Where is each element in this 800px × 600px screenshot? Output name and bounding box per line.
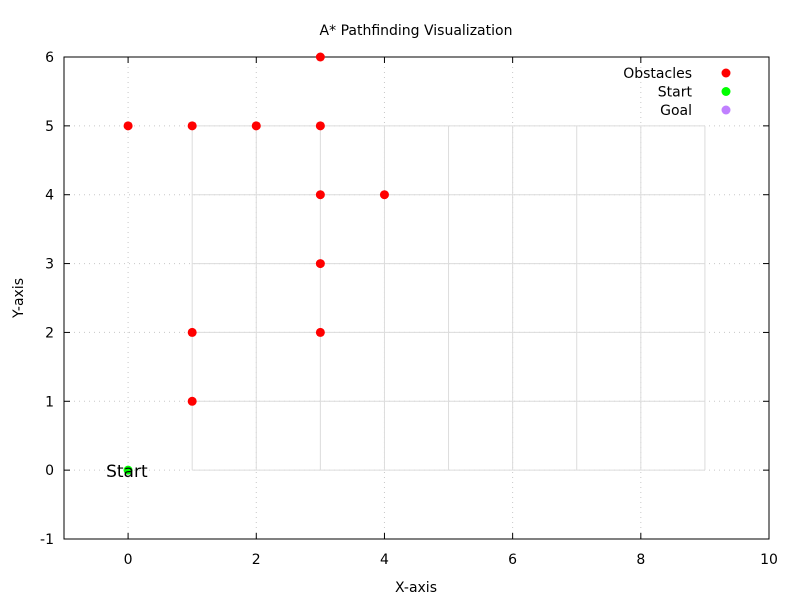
y-tick-label: 5 — [45, 119, 54, 135]
tick-layer: 0 2 4 6 8 10 -1 0 1 2 3 4 5 6 — [40, 50, 778, 568]
legend: Obstacles Start Goal — [623, 66, 731, 119]
x-tick-label: 8 — [636, 552, 645, 568]
obstacles-point — [315, 327, 325, 337]
y-tick-label: 3 — [45, 257, 54, 273]
obstacles-point — [315, 52, 325, 62]
y-tick-label: 6 — [45, 50, 54, 66]
legend-label: Start — [658, 85, 693, 101]
obstacles-point — [379, 190, 389, 200]
legend-label: Obstacles — [623, 66, 692, 82]
obstacles-point — [187, 396, 197, 406]
obstacles-point — [251, 121, 261, 131]
obstacles-point — [315, 121, 325, 131]
x-tick-label: 2 — [252, 552, 261, 568]
plot-frame — [63, 56, 770, 540]
x-axis-label: X-axis — [395, 580, 437, 596]
start-point — [123, 465, 133, 475]
cell-grid-layer — [191, 125, 706, 471]
x-tick-label: 0 — [124, 552, 133, 568]
legend-marker — [721, 87, 731, 96]
obstacles-point — [187, 121, 197, 131]
y-tick-label: 0 — [45, 463, 54, 479]
y-axis-label: Y-axis — [11, 278, 27, 319]
obstacles-point — [315, 259, 325, 269]
legend-marker — [721, 68, 731, 78]
legend-marker — [721, 105, 731, 115]
y-tick-label: -1 — [40, 532, 54, 548]
chart-title: A* Pathfinding Visualization — [320, 23, 513, 39]
x-tick-label: 6 — [508, 552, 517, 568]
y-tick-label: 2 — [45, 325, 54, 341]
y-tick-label: 1 — [45, 394, 54, 410]
obstacles-point — [187, 327, 197, 337]
y-tick-label: 4 — [45, 188, 54, 204]
annotation-layer: Start — [106, 462, 148, 482]
x-tick-label: 4 — [380, 552, 389, 568]
annotation-label: Start — [106, 462, 148, 482]
point-layer — [123, 52, 389, 475]
obstacles-point — [123, 121, 133, 131]
x-tick-label: 10 — [760, 552, 778, 568]
grid-layer — [64, 57, 769, 539]
legend-label: Goal — [660, 103, 692, 119]
obstacles-point — [315, 190, 325, 200]
